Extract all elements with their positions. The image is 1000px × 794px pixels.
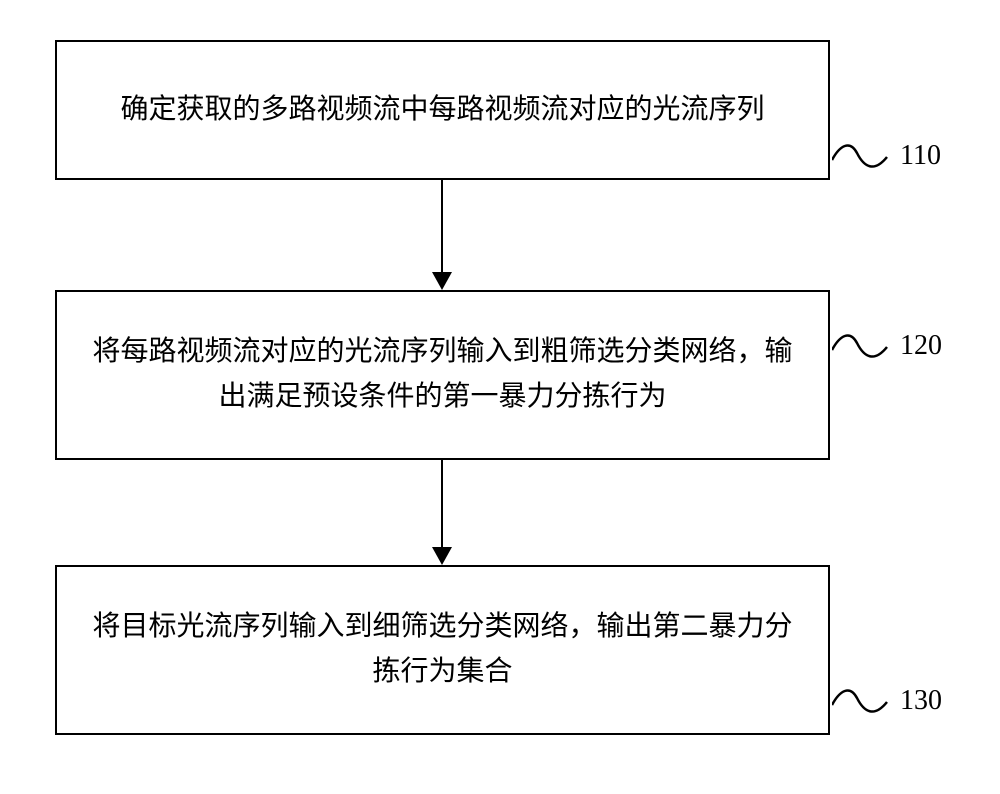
arrow-1-head [432, 272, 452, 290]
flow-step-3-label: 130 [900, 685, 942, 717]
arrow-2-head [432, 547, 452, 565]
flow-step-3-text: 将目标光流序列输入到细筛选分类网络，输出第二暴力分拣行为集合 [87, 605, 798, 695]
flow-step-2: 将每路视频流对应的光流序列输入到粗筛选分类网络，输出满足预设条件的第一暴力分拣行… [55, 290, 830, 460]
connector-squiggle-3 [832, 680, 892, 725]
arrow-1-line [441, 180, 443, 275]
flow-step-2-text: 将每路视频流对应的光流序列输入到粗筛选分类网络，输出满足预设条件的第一暴力分拣行… [87, 330, 798, 420]
flow-step-1-label: 110 [900, 140, 941, 172]
flow-step-1: 确定获取的多路视频流中每路视频流对应的光流序列 [55, 40, 830, 180]
connector-squiggle-1 [832, 135, 892, 180]
flow-step-1-text: 确定获取的多路视频流中每路视频流对应的光流序列 [120, 88, 764, 133]
flowchart: { "diagram": { "type": "flowchart", "bac… [0, 0, 1000, 794]
arrow-2-line [441, 460, 443, 550]
flow-step-2-label: 120 [900, 330, 942, 362]
flow-step-3: 将目标光流序列输入到细筛选分类网络，输出第二暴力分拣行为集合 [55, 565, 830, 735]
connector-squiggle-2 [832, 325, 892, 370]
